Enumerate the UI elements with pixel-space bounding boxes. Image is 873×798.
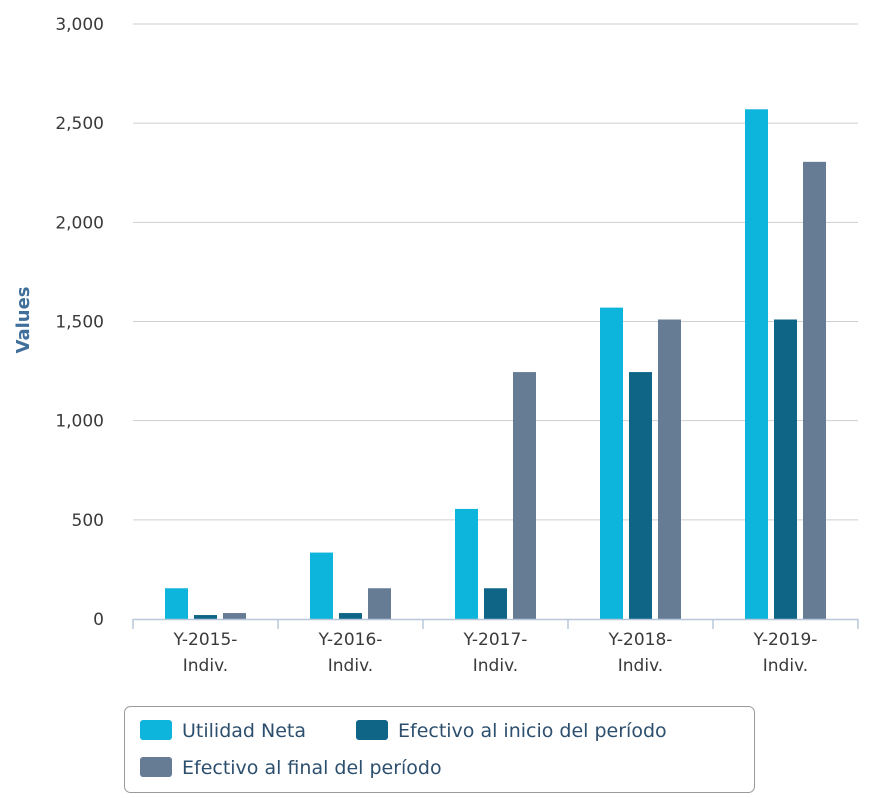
- bar[interactable]: [513, 372, 536, 619]
- legend-item[interactable]: Utilidad Neta: [140, 720, 306, 742]
- x-tick-label: Indiv.: [473, 656, 518, 676]
- legend-item[interactable]: Efectivo al inicio del período: [356, 720, 667, 742]
- bar[interactable]: [484, 588, 507, 619]
- bar[interactable]: [310, 552, 333, 619]
- bar[interactable]: [803, 161, 826, 619]
- bar[interactable]: [600, 307, 623, 619]
- x-tick-label: Y-2019-: [753, 630, 818, 650]
- legend-swatch: [140, 720, 172, 740]
- legend-label: Utilidad Neta: [182, 720, 306, 742]
- x-tick-label: Y-2016-: [318, 630, 383, 650]
- y-axis-label: Values: [13, 287, 34, 354]
- legend-label: Efectivo al final del período: [182, 757, 442, 779]
- bar[interactable]: [455, 508, 478, 619]
- legend[interactable]: Utilidad Neta Efectivo al inicio del perí…: [124, 706, 755, 793]
- legend-swatch: [140, 757, 172, 777]
- bar[interactable]: [165, 588, 188, 619]
- x-tick-label: Y-2015-: [173, 630, 238, 650]
- bar[interactable]: [223, 613, 246, 619]
- y-tick-label: 3,000: [55, 15, 104, 35]
- y-tick-label: 0: [93, 610, 104, 630]
- x-axis: Y-2015- Indiv. Y-2016- Indiv. Y-2017- Indiv. Y…: [132, 618, 859, 676]
- bar[interactable]: [658, 319, 681, 619]
- bar[interactable]: [368, 588, 391, 619]
- y-tick-label: 500: [72, 511, 104, 531]
- y-tick-label: 1,500: [55, 313, 104, 333]
- bar[interactable]: [629, 372, 652, 619]
- x-tick-label: Indiv.: [183, 656, 228, 676]
- x-tick-label: Y-2017-: [463, 630, 528, 650]
- legend-swatch: [356, 720, 388, 740]
- legend-label: Efectivo al inicio del período: [398, 720, 667, 742]
- bar[interactable]: [339, 613, 362, 619]
- bar[interactable]: [194, 615, 217, 619]
- x-tick-label: Indiv.: [328, 656, 373, 676]
- bar[interactable]: [774, 319, 797, 619]
- y-tick-label: 2,000: [55, 213, 104, 233]
- bars: [165, 109, 826, 620]
- legend-item[interactable]: Efectivo al final del período: [140, 757, 442, 779]
- legend-box: [124, 706, 755, 793]
- y-tick-label: 2,500: [55, 114, 104, 134]
- y-tick-label: 1,000: [55, 412, 104, 432]
- y-axis-ticks: 0 500 1,000 1,500 2,000 2,500 3,000: [55, 15, 104, 630]
- x-tick-label: Indiv.: [618, 656, 663, 676]
- bar[interactable]: [745, 109, 768, 620]
- x-tick-label: Y-2018-: [608, 630, 673, 650]
- x-tick-label: Indiv.: [763, 656, 808, 676]
- grid-lines: [133, 23, 858, 521]
